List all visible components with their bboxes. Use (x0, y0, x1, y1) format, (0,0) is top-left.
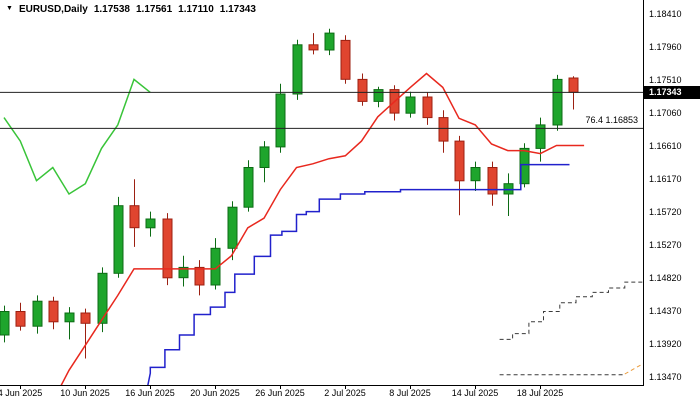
bear-candle (15, 311, 26, 327)
bull-candle (243, 167, 254, 208)
time-axis-label: 2 Jul 2025 (324, 388, 366, 398)
time-axis-tick (20, 386, 21, 389)
bear-candle (194, 266, 205, 286)
ohlc-high-value: 1.17561 (136, 4, 173, 15)
bear-candle (422, 96, 433, 119)
bull-candle (405, 96, 416, 114)
time-axis-tick (345, 386, 346, 389)
symbol-period-label: EURUSD,Daily (18, 4, 88, 15)
price-axis-label: 1.15720 (649, 206, 682, 217)
bull-candle (552, 78, 563, 126)
bull-candle (275, 93, 286, 148)
bull-candle (64, 312, 75, 323)
senkou-span-a-line (499, 281, 643, 340)
bear-candle (568, 77, 579, 93)
bull-candle (373, 89, 384, 102)
price-axis-label: 1.14370 (649, 305, 682, 316)
bear-candle (487, 167, 498, 195)
bear-candle (48, 300, 59, 323)
time-axis-tick (280, 386, 281, 389)
ohlc-header: ▼ EURUSD,Daily 1.17538 1.17561 1.17110 1… (6, 4, 256, 15)
bull-candle (324, 32, 335, 51)
bull-candle (503, 183, 514, 195)
chart-canvas[interactable]: ▼ EURUSD,Daily 1.17538 1.17561 1.17110 1… (0, 0, 644, 386)
bull-candle (259, 146, 270, 168)
time-axis-label: 14 Jul 2025 (451, 388, 499, 398)
time-axis[interactable]: 4 Jun 2025 10 Jun 2025 16 Jun 2025 20 Jun 2… (0, 386, 643, 400)
tenkan-sen-line (60, 72, 585, 385)
price-axis-label: 1.17060 (649, 108, 682, 119)
time-axis-label: 8 Jul 2025 (389, 388, 431, 398)
time-axis-tick (540, 386, 541, 389)
price-axis-label: 1.15270 (649, 239, 682, 250)
bear-candle (454, 140, 465, 182)
current-price-tag: 1.17343 (644, 86, 700, 99)
bull-candle (113, 205, 124, 274)
chikou-span-line (3, 78, 151, 196)
time-axis-tick (410, 386, 411, 389)
bear-candle (340, 39, 351, 80)
bear-candle (308, 44, 319, 51)
bull-candle (227, 206, 238, 249)
time-axis-label: 26 Jun 2025 (255, 388, 305, 398)
ohlc-open-value: 1.17538 (93, 4, 130, 15)
bull-candle (145, 218, 156, 229)
fib-level-label: 76.4 1.16853 (585, 115, 638, 126)
bull-candle (535, 124, 546, 149)
symbol-dropdown-icon[interactable]: ▼ (6, 5, 13, 12)
senkou-span-b-tail-line (624, 363, 643, 375)
bull-candle (470, 167, 481, 182)
time-axis-label: 18 Jul 2025 (516, 388, 564, 398)
bull-candle (97, 272, 108, 324)
time-axis-label: 16 Jun 2025 (125, 388, 175, 398)
time-axis-label: 20 Jun 2025 (190, 388, 240, 398)
time-axis-tick (85, 386, 86, 389)
price-axis-label: 1.16170 (649, 173, 682, 184)
bear-candle (80, 312, 91, 324)
bull-candle (32, 300, 43, 327)
candlestick-chart (0, 28, 643, 385)
kijun-sen-line (147, 163, 570, 385)
ohlc-low-value: 1.17110 (178, 4, 214, 15)
price-axis[interactable]: 1.17343 1.18410 1.17960 1.17510 1.17060 1.16… (644, 0, 700, 385)
price-axis-label: 1.13920 (649, 338, 682, 349)
time-axis-tick (475, 386, 476, 389)
price-axis-label: 1.16610 (649, 141, 682, 152)
price-axis-label: 1.17510 (649, 75, 682, 86)
price-axis-label: 1.13470 (649, 371, 682, 382)
bull-candle (292, 44, 303, 95)
bear-candle (162, 218, 173, 279)
bear-candle (357, 78, 368, 102)
price-axis-label: 1.18410 (649, 8, 682, 19)
bull-candle (210, 247, 221, 286)
bear-candle (438, 117, 449, 142)
bull-candle (0, 311, 10, 336)
bear-candle (129, 205, 140, 229)
ohlc-close-value: 1.17343 (219, 4, 256, 15)
price-axis-label: 1.17960 (649, 42, 682, 53)
bull-candle (178, 266, 189, 279)
price-axis-label: 1.14820 (649, 272, 682, 283)
time-axis-label: 10 Jun 2025 (60, 388, 110, 398)
time-axis-tick (150, 386, 151, 389)
time-axis-tick (215, 386, 216, 389)
time-axis-label: 4 Jun 2025 (0, 388, 43, 398)
bull-candle (519, 147, 530, 185)
